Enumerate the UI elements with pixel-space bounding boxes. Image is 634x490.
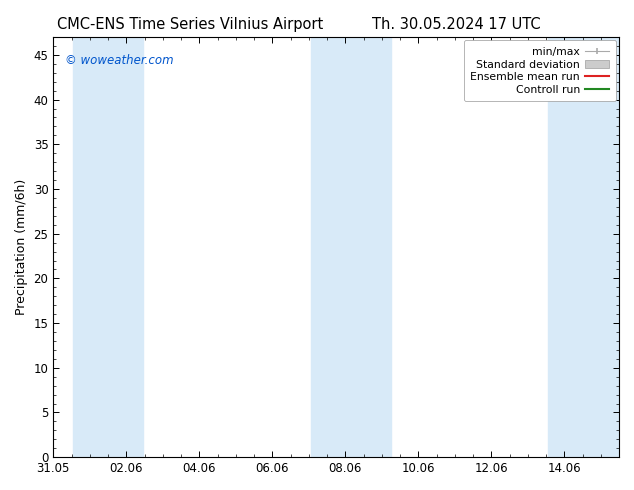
- Legend: min/max, Standard deviation, Ensemble mean run, Controll run: min/max, Standard deviation, Ensemble me…: [464, 40, 616, 101]
- Text: © woweather.com: © woweather.com: [65, 54, 173, 67]
- Bar: [548, 37, 619, 457]
- Bar: [311, 37, 391, 457]
- Y-axis label: Precipitation (mm/6h): Precipitation (mm/6h): [15, 179, 28, 315]
- Text: CMC-ENS Time Series Vilnius Airport: CMC-ENS Time Series Vilnius Airport: [57, 17, 323, 32]
- Text: Th. 30.05.2024 17 UTC: Th. 30.05.2024 17 UTC: [372, 17, 541, 32]
- Bar: [74, 37, 143, 457]
